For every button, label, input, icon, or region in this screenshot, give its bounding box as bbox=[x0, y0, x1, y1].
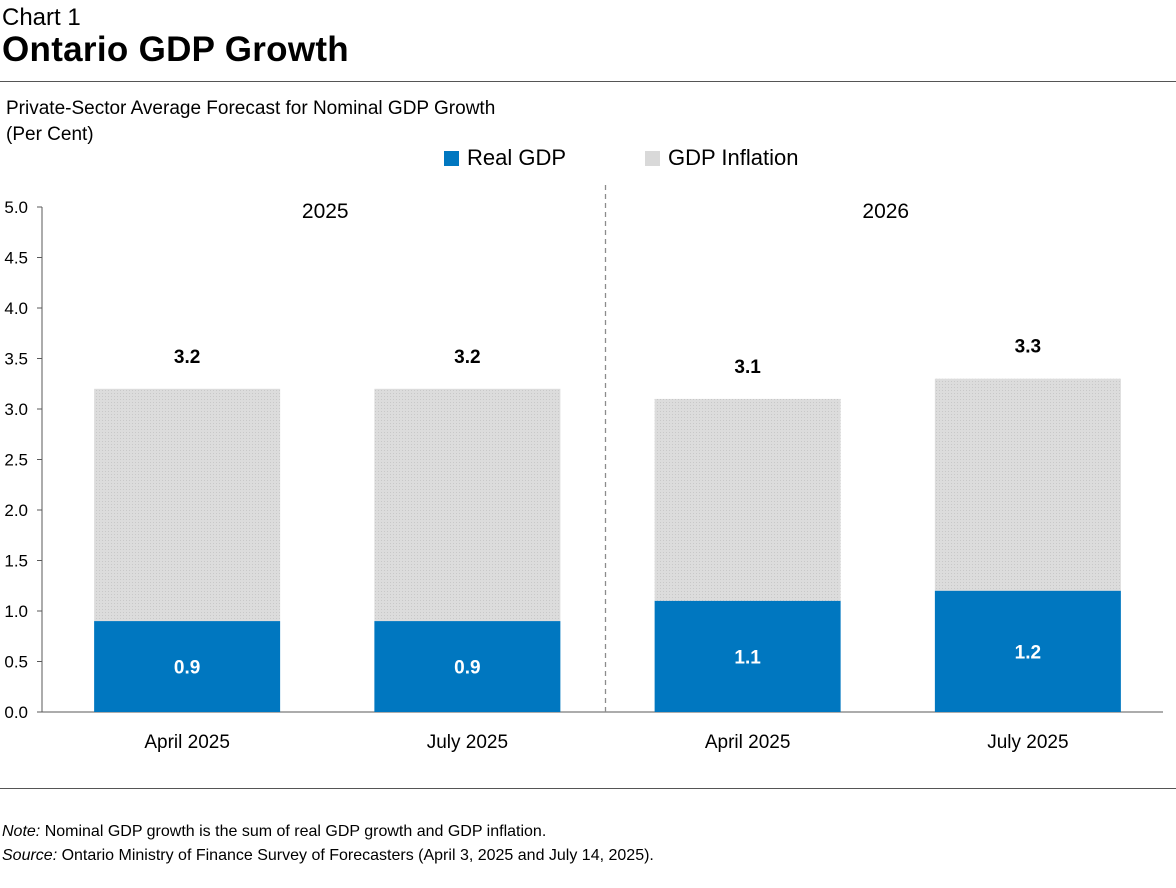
x-tick-label: July 2025 bbox=[427, 732, 508, 753]
group-label-2025: 2025 bbox=[302, 200, 349, 223]
subtitle-line-1: Private-Sector Average Forecast for Nomi… bbox=[6, 98, 496, 119]
x-tick-label: April 2025 bbox=[705, 732, 791, 753]
legend-swatch-real-gdp bbox=[444, 150, 459, 166]
legend-label-real-gdp: Real GDP bbox=[467, 145, 567, 170]
bar-gdp-inflation bbox=[374, 388, 561, 622]
data-label-real-gdp: 1.2 bbox=[1015, 642, 1041, 663]
y-tick-label: 4.5 bbox=[4, 249, 28, 268]
chart-notes: Note: Nominal GDP growth is the sum of r… bbox=[2, 820, 654, 868]
y-tick-label: 3.5 bbox=[4, 350, 28, 369]
chart-number: Chart 1 bbox=[2, 4, 81, 31]
group-label-2026: 2026 bbox=[862, 200, 909, 223]
y-tick-label: 2.5 bbox=[4, 451, 28, 470]
source-text: Ontario Ministry of Finance Survey of Fo… bbox=[57, 847, 654, 864]
subtitle-line-2: (Per Cent) bbox=[6, 124, 94, 145]
chart-subtitle: Private-Sector Average Forecast for Nomi… bbox=[6, 96, 495, 148]
y-tick-label: 5.0 bbox=[4, 198, 28, 217]
chart-title: Ontario GDP Growth bbox=[2, 30, 349, 69]
note-label: Note: bbox=[2, 823, 41, 840]
data-label-real-gdp: 0.9 bbox=[174, 658, 200, 679]
y-tick-label: 1.5 bbox=[4, 552, 28, 571]
bar-real-gdp bbox=[94, 621, 281, 712]
bar-real-gdp bbox=[374, 621, 561, 712]
note-text: Nominal GDP growth is the sum of real GD… bbox=[40, 823, 547, 840]
y-tick-label: 0.5 bbox=[4, 653, 28, 672]
y-tick-label: 1.0 bbox=[4, 602, 28, 621]
bar-gdp-inflation bbox=[94, 388, 281, 622]
x-tick-label: April 2025 bbox=[144, 732, 230, 753]
bar-real-gdp bbox=[654, 600, 841, 712]
legend-label-gdp-inflation: GDP Inflation bbox=[668, 145, 799, 170]
header-rule bbox=[0, 81, 1176, 82]
y-tick-label: 4.0 bbox=[4, 299, 28, 318]
source-line: Source: Ontario Ministry of Finance Surv… bbox=[2, 844, 654, 868]
note-line: Note: Nominal GDP growth is the sum of r… bbox=[2, 820, 654, 844]
data-label-total: 3.2 bbox=[174, 347, 200, 368]
data-label-real-gdp: 0.9 bbox=[454, 658, 480, 679]
y-tick-label: 3.0 bbox=[4, 400, 28, 419]
source-label: Source: bbox=[2, 847, 58, 864]
legend-item-real-gdp: Real GDP bbox=[444, 145, 566, 171]
data-label-real-gdp: 1.1 bbox=[734, 647, 761, 668]
footer-rule bbox=[0, 788, 1176, 789]
bar-gdp-inflation bbox=[934, 378, 1121, 591]
data-label-total: 3.2 bbox=[454, 347, 480, 368]
bar-real-gdp bbox=[934, 590, 1121, 712]
data-label-total: 3.1 bbox=[734, 357, 761, 378]
bar-gdp-inflation bbox=[654, 398, 841, 601]
y-tick-label: 0.0 bbox=[4, 703, 28, 722]
legend-swatch-gdp-inflation bbox=[645, 150, 660, 166]
legend-item-gdp-inflation: GDP Inflation bbox=[645, 145, 798, 171]
y-tick-label: 2.0 bbox=[4, 501, 28, 520]
x-tick-label: July 2025 bbox=[987, 732, 1068, 753]
data-label-total: 3.3 bbox=[1015, 337, 1041, 358]
